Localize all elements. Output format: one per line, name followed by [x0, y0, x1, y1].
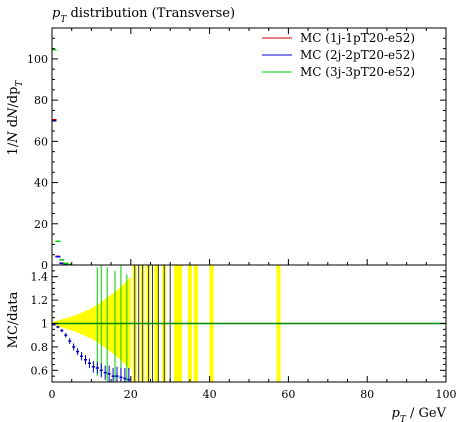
x-tick-label: 20 [124, 388, 138, 401]
legend: MC (1j-1pT20-e52) MC (2j-2pT20-e52) MC (3j… [262, 31, 415, 79]
main-y-tick-label: 80 [34, 94, 48, 107]
ratio-y-tick-label: 1 [41, 318, 48, 331]
legend-label: MC (3j-3pT20-e52) [300, 65, 415, 79]
legend-label: MC (2j-2pT20-e52) [300, 48, 415, 62]
x-tick-label: 0 [49, 388, 56, 401]
main-y-tick-label: 60 [34, 135, 48, 148]
ratio-plot-marks [52, 265, 446, 382]
ratio-y-axis: 0.6 0.8 1 1.2 1.4 [31, 270, 446, 377]
main-y-axis: 0 20 40 60 80 100 [27, 37, 446, 272]
legend-label: MC (1j-1pT20-e52) [300, 31, 415, 45]
main-y-tick-label: 20 [34, 218, 48, 231]
x-tick-label: 40 [203, 388, 217, 401]
main-y-tick-label: 100 [27, 53, 48, 66]
ratio-y-tick-label: 1.4 [31, 271, 49, 284]
x-tick-label: 60 [281, 388, 295, 401]
ratio-y-tick-label: 0.6 [31, 364, 49, 377]
chart-title: pT distribution (Transverse) [52, 6, 235, 25]
x-axis-label: pT / GeV [392, 406, 447, 422]
ratio-y-axis-label: MC/data [6, 291, 21, 348]
x-axis: 0 20 40 60 80 100 [49, 28, 457, 401]
x-tick-label: 80 [360, 388, 374, 401]
ratio-y-tick-label: 0.8 [31, 341, 49, 354]
main-y-axis-label: 1/N dN/dpT [6, 80, 25, 156]
main-y-tick-label: 0 [41, 259, 48, 272]
x-tick-label: 100 [436, 388, 457, 401]
main-plot-frame [51, 27, 447, 266]
main-plot-marks [52, 48, 73, 265]
ratio-y-tick-label: 1.2 [31, 294, 49, 307]
main-y-tick-label: 40 [34, 177, 48, 190]
